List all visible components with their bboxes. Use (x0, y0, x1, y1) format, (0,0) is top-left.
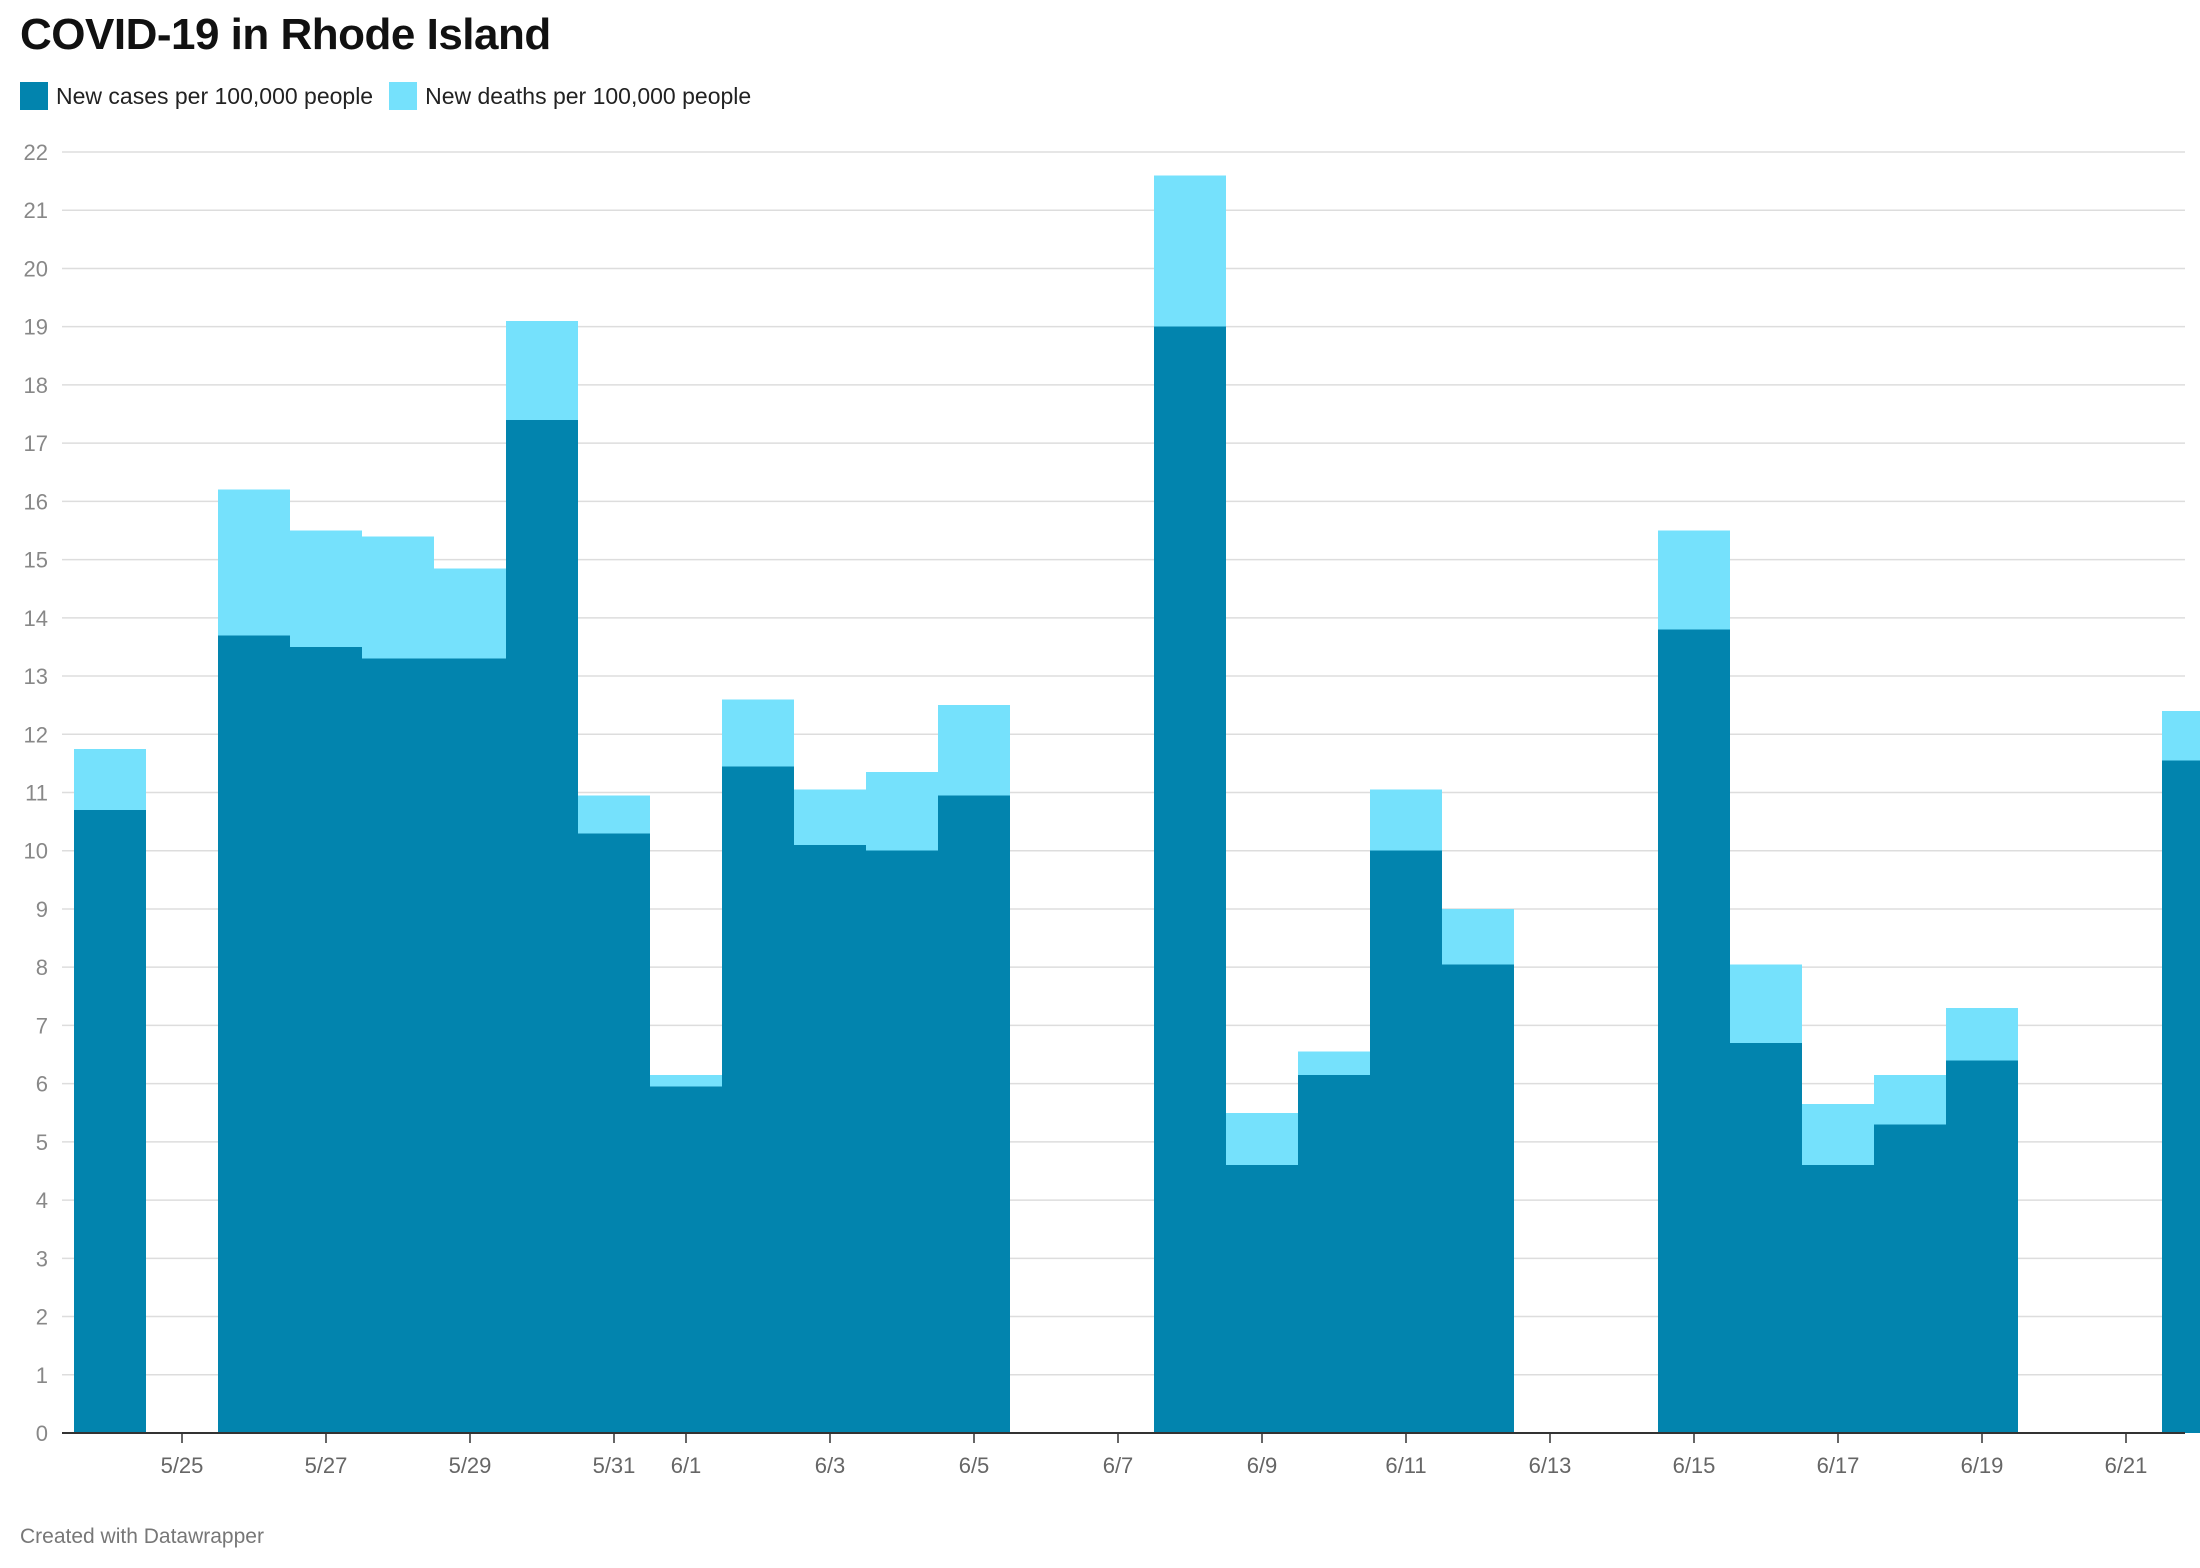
bar-cases (218, 635, 290, 1433)
x-tick-label: 6/13 (1529, 1453, 1572, 1478)
y-tick-label: 10 (24, 839, 48, 864)
x-tick-label: 6/5 (959, 1453, 990, 1478)
y-tick-label: 2 (36, 1305, 48, 1330)
x-tick-label: 6/3 (815, 1453, 846, 1478)
x-axis-tick-labels: 5/25 5/27 5/29 5/31 6/1 6/3 6/5 6/7 6/9 6/11 6/13 6… (161, 1453, 2148, 1478)
bar-deaths (578, 795, 650, 834)
y-tick-label: 9 (36, 897, 48, 922)
y-tick-label: 7 (36, 1013, 48, 1038)
bar-cases (1226, 1165, 1298, 1433)
x-tick-label: 5/31 (593, 1453, 636, 1478)
x-tick-label: 6/21 (2105, 1453, 2148, 1478)
bar-deaths (290, 530, 362, 647)
bar-deaths (1442, 908, 1514, 965)
x-tick-label: 6/1 (671, 1453, 702, 1478)
bar-deaths (1946, 1007, 2018, 1061)
bar-deaths (362, 536, 434, 659)
y-tick-label: 3 (36, 1246, 48, 1271)
bar-deaths (434, 568, 506, 659)
legend-label-deaths: New deaths per 100,000 people (425, 82, 752, 109)
bar-cases (1730, 1042, 1802, 1433)
bar-deaths (1874, 1074, 1946, 1125)
bar-cases (1658, 629, 1730, 1433)
bar-cases (434, 658, 506, 1433)
legend-item-deaths: New deaths per 100,000 people (389, 82, 751, 110)
bar-deaths (74, 748, 146, 810)
y-tick-label: 21 (24, 198, 48, 223)
chart-title: COVID-19 in Rhode Island (20, 10, 551, 59)
bar-cases (1154, 326, 1226, 1433)
bar-deaths (218, 489, 290, 636)
y-tick-label: 4 (36, 1188, 48, 1213)
bar-cases (1874, 1124, 1946, 1433)
legend-label-cases: New cases per 100,000 people (56, 82, 374, 109)
legend-swatch-deaths (389, 82, 418, 110)
x-tick-label: 5/25 (161, 1453, 204, 1478)
y-tick-label: 19 (24, 315, 48, 340)
y-tick-label: 0 (36, 1421, 48, 1446)
bar-deaths (506, 320, 578, 420)
bar-cases (938, 795, 1010, 1433)
bar-cases (1802, 1165, 1874, 1433)
bar-cases (1946, 1060, 2018, 1433)
bar-deaths (866, 772, 938, 851)
legend-item-cases: New cases per 100,000 people (20, 82, 373, 110)
bar-deaths (1226, 1112, 1298, 1166)
bars (74, 175, 2200, 1433)
legend: New cases per 100,000 people New deaths … (20, 82, 767, 110)
bar-cases (362, 658, 434, 1433)
bar-cases (1442, 964, 1514, 1433)
bar-deaths (1298, 1051, 1370, 1075)
y-tick-label: 22 (24, 140, 48, 165)
x-tick-label: 6/11 (1385, 1453, 1426, 1478)
x-tick-label: 6/9 (1247, 1453, 1278, 1478)
x-tick-label: 5/27 (305, 1453, 348, 1478)
bar-deaths (722, 699, 794, 767)
bar-deaths (1154, 175, 1226, 327)
bar-cases (722, 766, 794, 1433)
bar-deaths (2162, 710, 2200, 761)
bar-deaths (1802, 1104, 1874, 1166)
bar-deaths (938, 705, 1010, 796)
bar-cases (74, 809, 146, 1433)
y-tick-label: 5 (36, 1130, 48, 1155)
x-tick-label: 6/7 (1103, 1453, 1134, 1478)
y-tick-label: 8 (36, 955, 48, 980)
bar-cases (506, 419, 578, 1433)
x-axis (62, 1432, 2185, 1443)
y-tick-label: 14 (24, 606, 48, 631)
bar-cases (2162, 760, 2200, 1433)
bar-cases (650, 1086, 722, 1433)
bar-deaths (1730, 964, 1802, 1043)
x-tick-label: 6/15 (1673, 1453, 1716, 1478)
y-tick-label: 6 (36, 1072, 48, 1097)
bar-cases (866, 850, 938, 1433)
x-tick-label: 6/19 (1961, 1453, 2004, 1478)
y-tick-label: 16 (24, 489, 48, 514)
y-tick-label: 17 (24, 431, 48, 456)
bar-cases (1298, 1074, 1370, 1433)
footer-credit: Created with Datawrapper (20, 1525, 264, 1548)
bar-deaths (794, 789, 866, 845)
x-tick-label: 5/29 (449, 1453, 492, 1478)
x-tick-label: 6/17 (1817, 1453, 1860, 1478)
bar-deaths (1658, 530, 1730, 630)
y-tick-label: 20 (24, 256, 48, 281)
y-tick-label: 1 (36, 1363, 48, 1388)
y-tick-label: 15 (24, 548, 48, 573)
bar-cases (794, 844, 866, 1433)
bar-cases (578, 833, 650, 1433)
bar-cases (290, 646, 362, 1433)
y-tick-label: 12 (24, 722, 48, 747)
y-tick-label: 13 (24, 664, 48, 689)
y-tick-label: 18 (24, 373, 48, 398)
bar-deaths (1370, 789, 1442, 851)
bar-cases (1370, 850, 1442, 1433)
bar-deaths (650, 1074, 722, 1087)
y-tick-label: 11 (25, 781, 48, 806)
legend-swatch-cases (20, 82, 48, 110)
